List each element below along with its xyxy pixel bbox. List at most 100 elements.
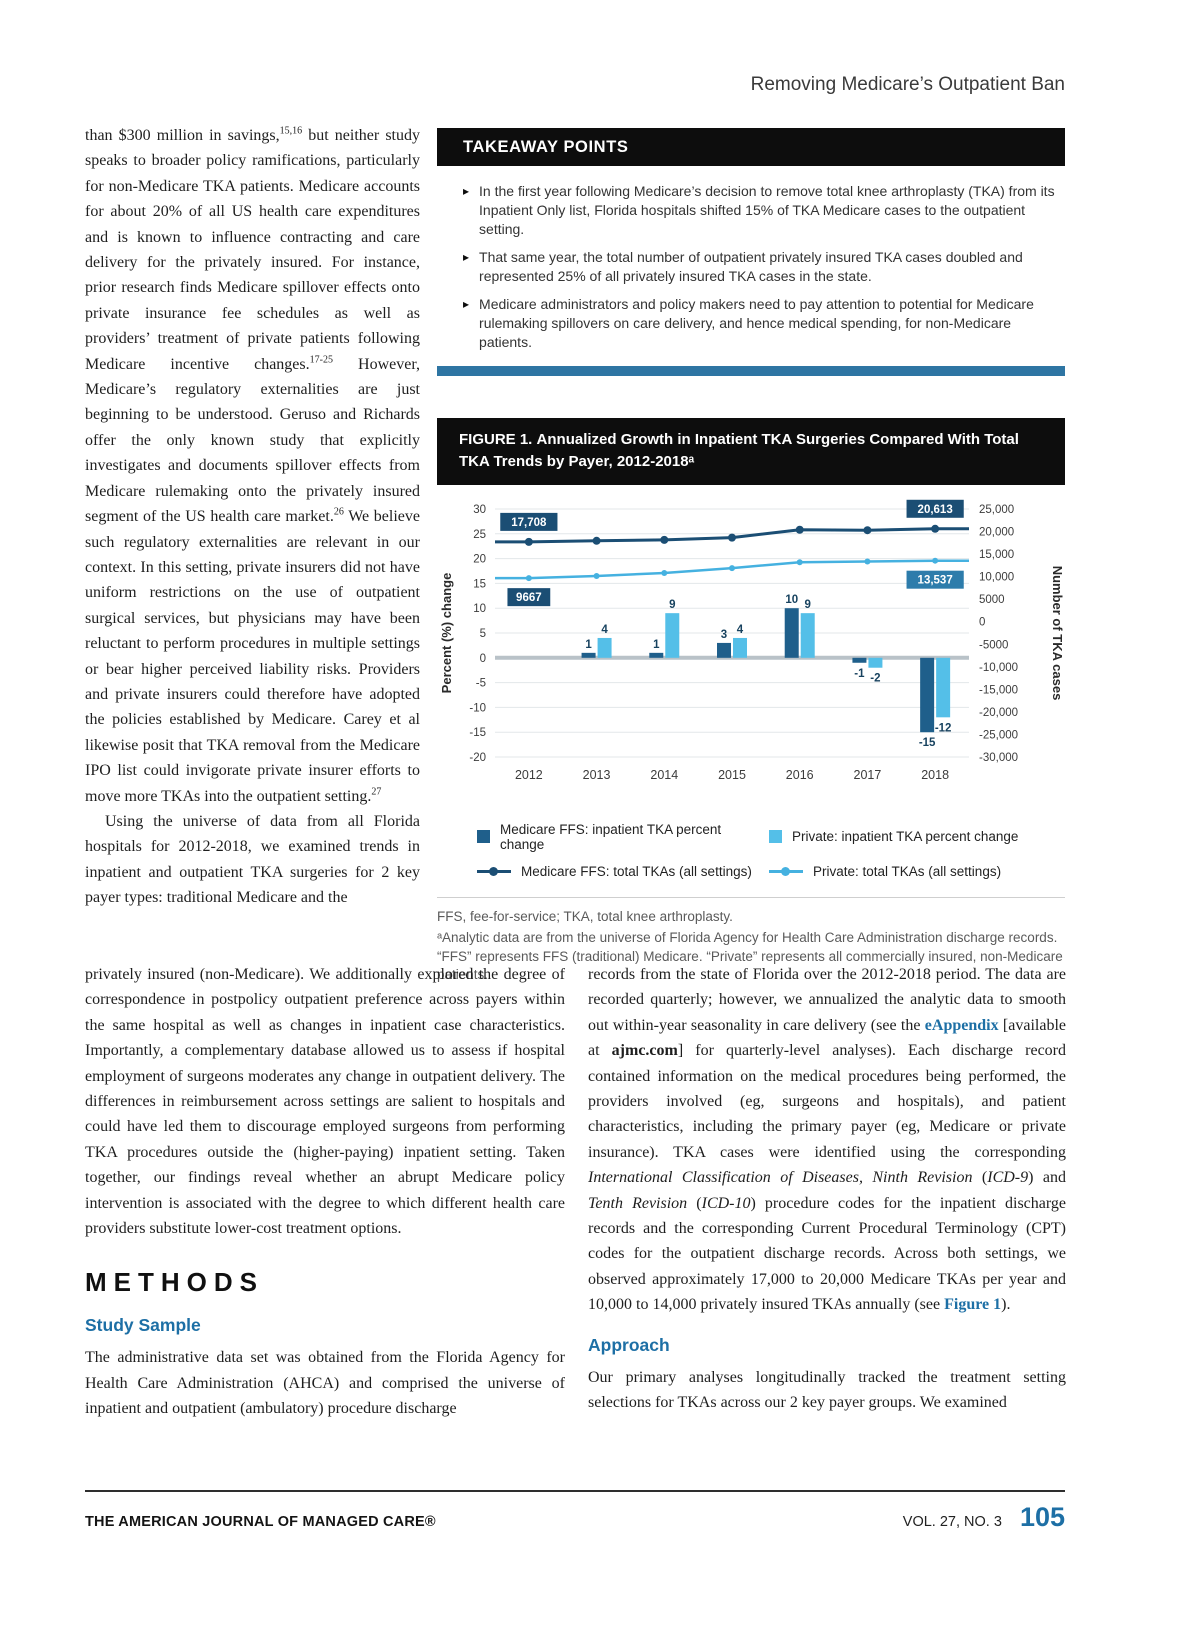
figure-source-note: ᵃAnalytic data are from the universe of … [437,930,1063,982]
line-point [932,557,939,564]
line-point [524,537,533,546]
bullet-arrow-icon: ▸ [463,297,470,311]
left-axis-tick: 10 [473,603,486,615]
bar-value-label: 3 [721,628,727,640]
figure-footnote-divider [437,896,1065,898]
right-axis-tick: -25,000 [979,729,1018,741]
takeaway-bullet-list: ▸ In the first year following Medicare’s… [437,166,1065,352]
study-scope-paragraph: privately insured (non-Medicare). We add… [85,966,565,1238]
point-label-box [500,512,558,531]
bar-value-label: -1 [854,667,865,679]
bar-2018-medicare [920,657,935,732]
bar-2014-medicare [649,652,664,658]
right-column-bottom: records from the state of Florida over t… [588,962,1066,1416]
citation-ref: 27 [371,786,382,798]
legend-swatch-private-icon [769,830,782,843]
legend-item-private-line: Private: total TKAs (all settings) [769,864,1055,879]
x-axis-tick: 2018 [921,768,949,782]
x-axis-tick: 2013 [583,768,611,782]
data-universe-paragraph: Using the universe of data from all Flor… [85,812,420,907]
x-axis-tick: 2014 [650,768,678,782]
left-axis-tick: -20 [469,752,486,764]
bullet-text: In the first year following Medicare’s d… [479,183,1055,237]
right-axis-title: Number of TKA cases [1050,565,1065,700]
volume-issue: VOL. 27, NO. 3 [902,1514,1002,1530]
takeaway-title: TAKEAWAY POINTS [463,137,629,156]
bar-2015-private [733,637,747,658]
right-axis-tick: 25,000 [979,504,1014,516]
bar-2013-medicare [581,652,596,658]
legend-label: Medicare FFS: inpatient TKA percent chan… [500,821,722,852]
footer-right: VOL. 27, NO. 3 105 [903,1502,1065,1533]
line-point [864,558,871,565]
point-label-box [507,587,551,606]
text-segment: ] for quarterly-level analyses). Each di… [588,1042,1066,1161]
right-axis-tick: -30,000 [979,752,1018,764]
left-column-top: than $300 million in savings,15,16 but n… [85,123,420,911]
bar-2017-medicare [852,657,867,663]
text-segment: However, Medicare’s regulatory externali… [85,355,421,526]
bar-value-label: 4 [601,623,608,635]
line-point [525,574,532,581]
text-segment: than $300 million in savings, [85,127,280,144]
section-divider-bar [437,366,1065,376]
footer-rule [85,1490,1065,1492]
intro-paragraph: than $300 million in savings,15,16 but n… [85,123,420,809]
bar-value-label: 9 [805,599,811,611]
text-segment: ) procedure codes for the inpatient disc… [588,1194,1067,1314]
right-axis-tick: -15,000 [979,684,1018,696]
point-label-text: 20,613 [918,503,953,515]
left-axis-tick: 5 [480,628,486,640]
icd10-abbrev: ICD-10 [701,1194,751,1212]
figure-title: Annualized Growth in Inpatient TKA Surge… [459,431,1019,470]
point-label-box [906,499,964,518]
eappendix-link[interactable]: eAppendix [924,1016,999,1034]
left-axis-tick: 25 [473,528,486,540]
figure-abbreviations-note: FFS, fee-for-service; TKA, total knee ar… [437,908,733,924]
point-label-text: 17,708 [511,516,547,528]
journal-name: THE AMERICAN JOURNAL OF MANAGED CARE® [85,1514,436,1530]
icd9-abbrev: ICD-9 [987,1169,1029,1187]
legend-line-private-icon [769,866,803,876]
bar-value-label: -12 [935,722,952,734]
text-segment: ( [972,1169,988,1187]
bar-2017-private [868,657,883,668]
right-axis-tick: 20,000 [979,526,1014,538]
page-number: 105 [1019,1502,1065,1532]
text-segment: records from the state of Florida over t… [588,966,1066,1034]
left-axis-tick: -5 [476,677,486,689]
x-axis-tick: 2017 [854,768,882,782]
line-point [796,558,803,565]
tenth-revision: Tenth Revision [588,1194,688,1212]
line-point [863,525,872,534]
left-axis-tick: 30 [473,504,486,516]
ajmc-link[interactable]: ajmc.com [611,1042,678,1060]
citation-ref: 15,16 [279,125,303,137]
figure-1-caption: FIGURE 1. Annualized Growth in Inpatient… [437,418,1065,485]
takeaway-points-header: TAKEAWAY POINTS [437,128,1065,166]
line-point [661,569,668,576]
footer: THE AMERICAN JOURNAL OF MANAGED CARE® VO… [85,1502,1065,1533]
point-label-box [906,570,964,589]
line-point [729,564,735,571]
right-axis-tick: -5000 [979,639,1008,651]
legend-label: Medicare FFS: total TKAs (all settings) [521,863,752,879]
bar-value-label: 10 [785,594,798,606]
line-point [592,536,601,545]
legend-swatch-medicare-icon [477,830,490,843]
study-sample-heading: Study Sample [85,1315,201,1336]
text-segment: ( [687,1194,702,1212]
left-axis-title: Percent (%) change [439,572,454,693]
line-point [593,572,600,579]
takeaway-bullet: ▸ That same year, the total number of ou… [463,248,1061,286]
bullet-text: That same year, the total number of outp… [479,249,1023,284]
bar-value-label: 4 [737,623,744,635]
left-axis-tick: 20 [473,553,486,565]
takeaway-bullet: ▸ Medicare administrators and policy mak… [463,295,1061,352]
bar-2016-private [800,612,815,658]
bullet-arrow-icon: ▸ [463,250,470,264]
text-segment: ) and [1028,1169,1067,1187]
data-description-paragraph: records from the state of Florida over t… [588,962,1066,1318]
tka-growth-chart: 1 1 3 10 -1 -15 4 9 4 9 -2 -12 17,708 9667 20,613 13,53… [439,499,1065,782]
figure-1-reference[interactable]: Figure 1 [944,1296,1002,1314]
